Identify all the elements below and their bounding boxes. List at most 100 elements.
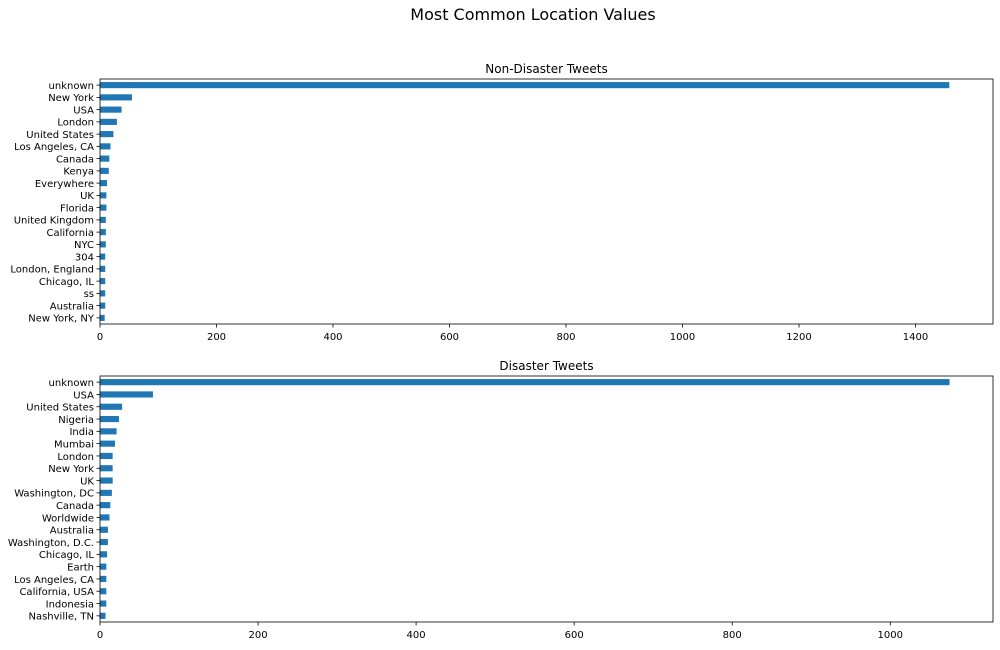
y-tick-label: UK <box>80 476 94 487</box>
bar-london <box>100 118 117 125</box>
plot-frame <box>99 78 994 325</box>
y-tick-label: Earth <box>67 562 94 573</box>
bar-chicago-il <box>100 278 106 285</box>
bar-mumbai <box>100 440 116 447</box>
bar-new-york <box>100 94 133 101</box>
bar-uk <box>100 477 113 484</box>
y-tick-label: India <box>69 427 94 438</box>
y-tick-label: New York <box>48 93 94 104</box>
bar-united-states <box>100 403 123 410</box>
bar-florida <box>100 204 107 211</box>
y-tick-label: USA <box>73 390 94 401</box>
y-tick-label: USA <box>73 105 94 116</box>
bar-chicago-il <box>100 551 108 558</box>
y-tick-label: Los Angeles, CA <box>14 142 94 153</box>
bar-uk <box>100 192 107 199</box>
y-tick-label: Washington, D.C. <box>8 538 94 549</box>
bar-worldwide <box>100 514 110 521</box>
bar-washington-dc <box>100 489 112 496</box>
y-tick-label: London <box>57 118 94 129</box>
bar-ss <box>100 290 106 297</box>
x-tick-label: 1200 <box>786 332 811 343</box>
y-tick-label: Los Angeles, CA <box>14 575 94 586</box>
x-tick-label: 0 <box>97 332 103 343</box>
y-tick-label: United States <box>26 403 94 414</box>
bar-los-angeles-ca <box>100 143 111 150</box>
bar-los-angeles-ca <box>100 575 107 583</box>
x-tick-label: 600 <box>565 630 584 641</box>
y-tick-label: Chicago, IL <box>39 277 94 288</box>
x-tick-label: 600 <box>440 332 459 343</box>
y-tick-label: Worldwide <box>42 513 94 524</box>
bar-london-england <box>100 265 106 272</box>
panel-title: Disaster Tweets <box>499 359 593 373</box>
bar-new-york <box>100 465 113 472</box>
bar-indonesia <box>100 600 107 607</box>
x-tick-label: 200 <box>249 630 268 641</box>
bar-canada <box>100 502 111 509</box>
bar-india <box>100 428 117 435</box>
y-tick-label: Canada <box>56 501 94 512</box>
x-tick-label: 1400 <box>903 332 928 343</box>
bar-usa <box>100 391 153 398</box>
bar-australia <box>100 526 108 533</box>
bar-washington-d-c <box>100 538 108 546</box>
x-tick-label: 200 <box>207 332 226 343</box>
y-tick-label: Everywhere <box>35 179 94 190</box>
bar-usa <box>100 106 122 113</box>
x-tick-label: 400 <box>323 332 342 343</box>
bar-nigeria <box>100 415 119 423</box>
panel-title: Non-Disaster Tweets <box>485 62 607 76</box>
y-tick-label: Chicago, IL <box>39 550 94 561</box>
bar-unknown <box>100 82 950 89</box>
y-tick-label: United Kingdom <box>14 216 94 227</box>
bar-california-usa <box>100 588 107 595</box>
figure-suptitle: Most Common Location Values <box>410 5 655 24</box>
y-tick-label: London, England <box>10 265 94 276</box>
y-tick-label: NYC <box>74 240 94 251</box>
y-tick-label: Australia <box>50 526 94 537</box>
bar-304 <box>100 253 106 260</box>
y-tick-label: Mumbai <box>54 439 94 450</box>
bar-everywhere <box>100 180 107 187</box>
y-tick-label: UK <box>80 191 94 202</box>
y-tick-label: London <box>57 452 94 463</box>
y-tick-label: New York <box>48 464 94 475</box>
bar-united-states <box>100 131 114 138</box>
y-tick-label: Australia <box>50 301 94 312</box>
y-tick-label: Nigeria <box>58 415 94 426</box>
y-tick-label: ss <box>84 289 94 300</box>
bar-unknown <box>100 379 950 386</box>
bar-london <box>100 452 113 460</box>
x-tick-label: 800 <box>723 630 742 641</box>
y-tick-label: 304 <box>75 252 94 263</box>
bar-california <box>100 229 106 236</box>
bar-nyc <box>100 241 106 248</box>
y-tick-label: Florida <box>60 203 94 214</box>
y-tick-label: California, USA <box>19 587 94 598</box>
y-tick-label: California <box>47 228 95 239</box>
x-tick-label: 800 <box>556 332 575 343</box>
y-tick-label: Kenya <box>63 167 94 178</box>
bar-kenya <box>100 167 109 174</box>
bar-united-kingdom <box>100 216 106 223</box>
y-tick-label: Canada <box>56 154 94 165</box>
y-tick-label: Indonesia <box>46 599 94 610</box>
y-tick-label: New York, NY <box>28 314 95 325</box>
plot-frame <box>99 375 994 623</box>
y-tick-label: unknown <box>49 81 94 92</box>
y-tick-label: unknown <box>49 378 94 389</box>
bar-australia <box>100 302 106 309</box>
y-tick-label: Washington, DC <box>14 489 94 500</box>
y-tick-label: United States <box>26 130 94 141</box>
x-tick-label: 400 <box>407 630 426 641</box>
y-tick-label: Nashville, TN <box>28 612 94 623</box>
bar-nashville-tn <box>100 612 106 619</box>
bar-canada <box>100 155 110 162</box>
x-tick-label: 1000 <box>878 630 903 641</box>
x-tick-label: 0 <box>97 630 103 641</box>
bar-earth <box>100 563 107 570</box>
x-tick-label: 1000 <box>670 332 695 343</box>
